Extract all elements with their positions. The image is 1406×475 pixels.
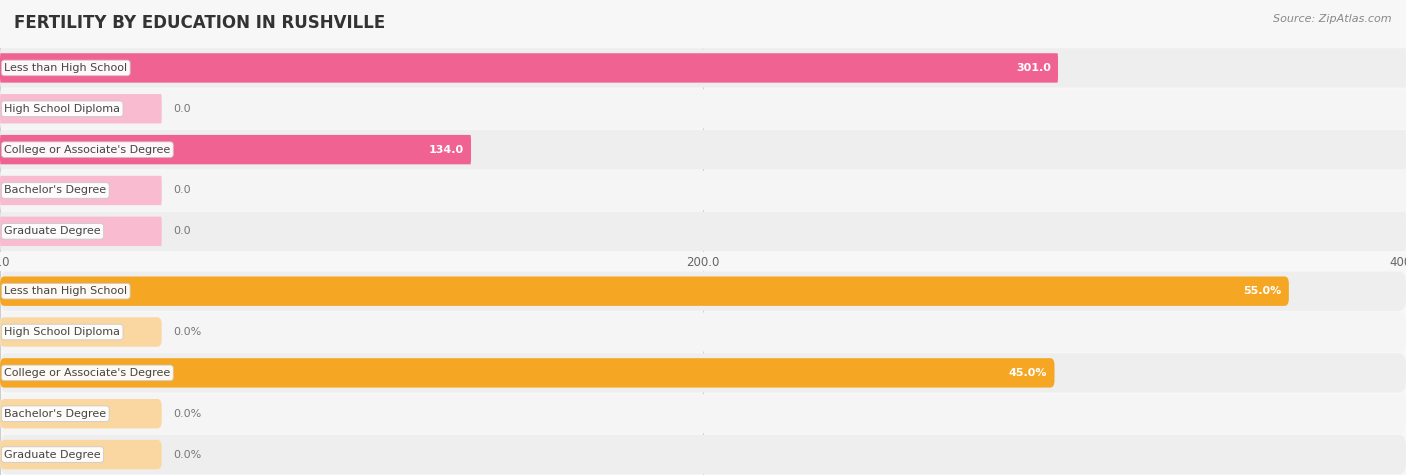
- Text: High School Diploma: High School Diploma: [4, 327, 121, 337]
- FancyBboxPatch shape: [0, 217, 162, 246]
- Text: Graduate Degree: Graduate Degree: [4, 226, 101, 237]
- FancyBboxPatch shape: [0, 94, 162, 124]
- Text: 0.0%: 0.0%: [173, 327, 201, 337]
- Text: 0.0: 0.0: [173, 104, 191, 114]
- FancyBboxPatch shape: [0, 440, 162, 469]
- Text: 55.0%: 55.0%: [1243, 286, 1282, 296]
- Text: Bachelor's Degree: Bachelor's Degree: [4, 408, 107, 419]
- FancyBboxPatch shape: [0, 394, 1406, 433]
- Text: High School Diploma: High School Diploma: [4, 104, 121, 114]
- Text: 301.0: 301.0: [1017, 63, 1052, 73]
- FancyBboxPatch shape: [0, 171, 1406, 210]
- FancyBboxPatch shape: [0, 135, 471, 164]
- FancyBboxPatch shape: [0, 317, 162, 347]
- FancyBboxPatch shape: [0, 176, 162, 205]
- Text: College or Associate's Degree: College or Associate's Degree: [4, 368, 170, 378]
- Text: 134.0: 134.0: [429, 144, 464, 155]
- FancyBboxPatch shape: [0, 313, 1406, 352]
- FancyBboxPatch shape: [0, 272, 1406, 311]
- Text: 0.0%: 0.0%: [173, 408, 201, 419]
- FancyBboxPatch shape: [0, 353, 1406, 392]
- Text: College or Associate's Degree: College or Associate's Degree: [4, 144, 170, 155]
- Text: Less than High School: Less than High School: [4, 286, 128, 296]
- Text: 0.0: 0.0: [173, 185, 191, 196]
- Text: Graduate Degree: Graduate Degree: [4, 449, 101, 460]
- FancyBboxPatch shape: [0, 276, 1289, 306]
- Text: FERTILITY BY EDUCATION IN RUSHVILLE: FERTILITY BY EDUCATION IN RUSHVILLE: [14, 14, 385, 32]
- FancyBboxPatch shape: [0, 53, 1059, 83]
- FancyBboxPatch shape: [0, 399, 162, 428]
- Text: 45.0%: 45.0%: [1010, 368, 1047, 378]
- FancyBboxPatch shape: [0, 48, 1406, 87]
- FancyBboxPatch shape: [0, 358, 1054, 388]
- FancyBboxPatch shape: [0, 130, 1406, 169]
- Text: Bachelor's Degree: Bachelor's Degree: [4, 185, 107, 196]
- FancyBboxPatch shape: [0, 212, 1406, 251]
- Text: Source: ZipAtlas.com: Source: ZipAtlas.com: [1274, 14, 1392, 24]
- FancyBboxPatch shape: [0, 89, 1406, 128]
- Text: 0.0: 0.0: [173, 226, 191, 237]
- Text: Less than High School: Less than High School: [4, 63, 128, 73]
- FancyBboxPatch shape: [0, 435, 1406, 474]
- Text: 0.0%: 0.0%: [173, 449, 201, 460]
